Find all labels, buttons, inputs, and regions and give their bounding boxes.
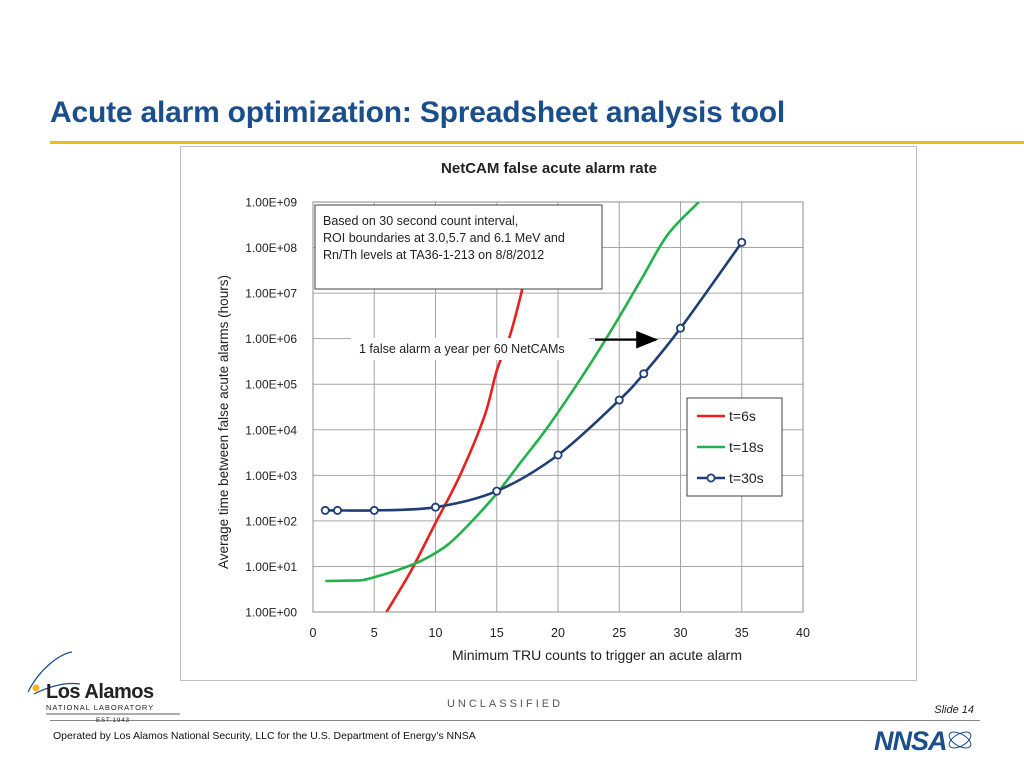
y-tick-label: 1.00E+03: [245, 469, 297, 483]
title-divider: [50, 141, 1024, 144]
svg-text:NNSA: NNSA: [874, 726, 947, 756]
svg-text:EST.1943: EST.1943: [96, 718, 130, 724]
annotation-box: [314, 204, 603, 290]
y-tick-label: 1.00E+04: [245, 423, 297, 437]
chart-frame: NetCAM false acute alarm rate 1.00E+00 1.…: [180, 146, 917, 681]
y-tick-label: 1.00E+02: [245, 514, 297, 528]
operated-by-text: Operated by Los Alamos National Security…: [53, 730, 476, 742]
x-tick-label: 40: [796, 626, 810, 640]
annotation-text-line: ROI boundaries at 3.0,5.7 and 6.1 MeV an…: [323, 231, 565, 245]
footer-divider: [50, 720, 980, 721]
x-tick-label: 5: [371, 626, 378, 640]
x-tick-label: 20: [551, 626, 565, 640]
legend-marker: [706, 473, 716, 483]
x-tick-label: 35: [735, 626, 749, 640]
chart: NetCAM false acute alarm rate 1.00E+00 1.…: [216, 160, 810, 663]
series-line-t6s: [385, 247, 533, 612]
legend-label: t=30s: [729, 470, 764, 486]
svg-text:NATIONAL LABORATORY: NATIONAL LABORATORY: [46, 703, 154, 712]
data-point: [369, 505, 379, 515]
data-point: [492, 486, 502, 496]
classification-label: UNCLASSIFIED: [446, 698, 564, 710]
x-tick-label: 0: [310, 626, 317, 640]
y-tick-label: 1.00E+08: [245, 241, 297, 255]
callout-background: [351, 338, 589, 360]
x-tick-label: 10: [429, 626, 443, 640]
legend-label: t=6s: [729, 408, 756, 424]
data-point: [553, 450, 563, 460]
data-point: [675, 323, 685, 333]
x-tick-label: 30: [674, 626, 688, 640]
y-tick-label: 1.00E+00: [245, 606, 297, 620]
y-tick-label: 1.00E+05: [245, 378, 297, 392]
series-line-t30s: [325, 241, 743, 512]
x-tick-label: 25: [612, 626, 626, 640]
slide-number: Slide 14: [934, 704, 974, 716]
data-point: [639, 369, 649, 379]
data-point: [320, 505, 330, 515]
data-point: [332, 505, 342, 515]
annotation-text-line: Rn/Th levels at TA36-1-213 on 8/8/2012: [323, 248, 544, 262]
y-tick-label: 1.00E+01: [245, 560, 297, 574]
y-tick-label: 1.00E+07: [245, 287, 297, 301]
page-title: Acute alarm optimization: Spreadsheet an…: [50, 96, 785, 129]
chart-title: NetCAM false acute alarm rate: [441, 160, 657, 177]
legend-label: t=18s: [729, 439, 764, 455]
data-point: [430, 502, 440, 512]
data-point: [737, 237, 747, 247]
y-axis-label: Average time between false acute alarms …: [216, 275, 231, 569]
y-tick-label: 1.00E+06: [245, 332, 297, 346]
los-alamos-logo: Los Alamos NATIONAL LABORATORY EST.1943: [27, 651, 180, 724]
nnsa-logo: NNSA: [874, 726, 972, 756]
x-axis-label: Minimum TRU counts to trigger an acute a…: [452, 647, 742, 663]
svg-text:Los Alamos: Los Alamos: [46, 681, 154, 703]
plot-border: [312, 201, 804, 613]
y-tick-label: 1.00E+09: [245, 196, 297, 210]
data-point: [614, 395, 624, 405]
x-tick-label: 15: [490, 626, 504, 640]
annotation-text-line: Based on 30 second count interval,: [323, 214, 518, 228]
callout-text: 1 false alarm a year per 60 NetCAMs: [359, 342, 565, 356]
